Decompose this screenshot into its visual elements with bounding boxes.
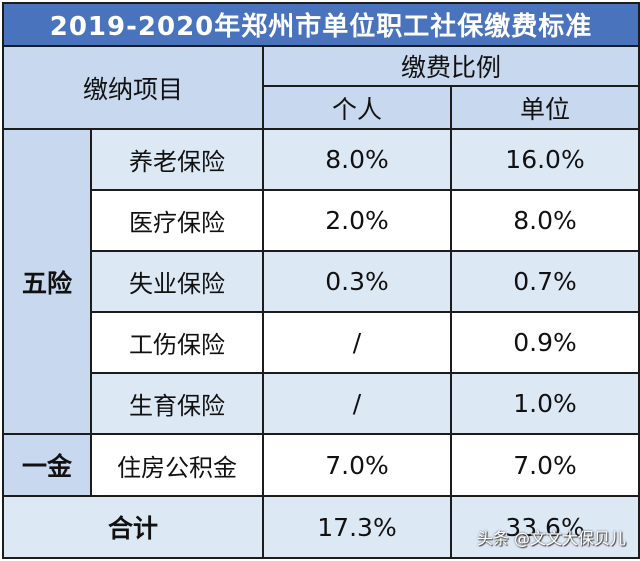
total-label: 合计 — [2, 495, 264, 559]
table-title: 2019-2020年郑州市单位职工社保缴费标准 — [1, 2, 640, 47]
row-employer: 16.0% — [449, 128, 640, 191]
row-item: 住房公积金 — [90, 433, 264, 497]
table-row: 医疗保险 2.0% 8.0% — [3, 189, 640, 252]
row-employer: 0.9% — [449, 311, 640, 374]
group-five-insurances: 五险 — [2, 128, 92, 435]
total-personal: 17.3% — [262, 495, 452, 559]
table-row: 五险 养老保险 8.0% 16.0% — [2, 128, 640, 435]
total-row: 合计 17.3% 33.6% — [2, 495, 640, 559]
row-employer: 0.7% — [449, 250, 640, 313]
group-one-fund: 一金 — [2, 433, 92, 497]
row-employer: 8.0% — [449, 189, 640, 252]
row-employer: 1.0% — [449, 372, 640, 435]
header-ratio: 缴费比例 — [261, 45, 640, 87]
row-item: 工伤保险 — [90, 311, 264, 374]
row-item: 生育保险 — [90, 372, 264, 435]
row-personal: 8.0% — [262, 128, 452, 191]
row-item: 失业保险 — [90, 250, 264, 313]
header-item: 缴纳项目 — [2, 45, 264, 130]
header-employer: 单位 — [449, 85, 640, 130]
row-personal: 2.0% — [262, 189, 452, 252]
row-item: 养老保险 — [90, 128, 264, 191]
table-row: 一金 住房公积金 7.0% 7.0% — [2, 433, 640, 497]
row-employer: 7.0% — [449, 433, 640, 497]
row-personal: / — [262, 372, 452, 435]
row-personal: 7.0% — [262, 433, 452, 497]
table-row: 工伤保险 / 0.9% — [3, 311, 640, 374]
table-row: 失业保险 0.3% 0.7% — [3, 250, 640, 313]
row-item: 医疗保险 — [90, 189, 264, 252]
total-employer: 33.6% — [449, 495, 640, 559]
header-personal: 个人 — [262, 85, 452, 130]
watermark: 头条 @文文大保贝儿 — [476, 529, 626, 548]
table-row: 生育保险 / 1.0% — [3, 372, 640, 435]
row-personal: 0.3% — [262, 250, 452, 313]
row-personal: / — [262, 311, 452, 374]
